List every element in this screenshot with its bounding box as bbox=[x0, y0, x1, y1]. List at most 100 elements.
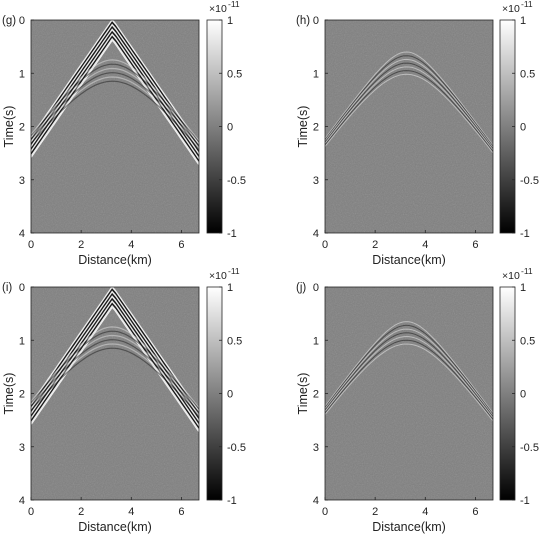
colorbar-tick-label: 1 bbox=[520, 282, 526, 294]
reflection-event bbox=[31, 330, 199, 410]
colorbar-exponent-label: ×10 bbox=[209, 3, 227, 15]
colorbar-tick-label: 0.5 bbox=[227, 68, 242, 80]
y-tick-label: 4 bbox=[19, 495, 25, 507]
panel-label: (i) bbox=[2, 282, 12, 294]
wave-event bbox=[325, 66, 493, 151]
panel-label: (g) bbox=[2, 15, 16, 27]
x-tick-label: 6 bbox=[472, 506, 478, 518]
colorbar-tick-label: -0.5 bbox=[520, 442, 539, 454]
reflection-event bbox=[31, 326, 199, 409]
y-axis-label: Time(s) bbox=[2, 106, 16, 148]
x-tick-label: 2 bbox=[372, 506, 378, 518]
colorbar-tick-label: -1 bbox=[227, 228, 237, 240]
reflection-event bbox=[31, 67, 199, 145]
colorbar-tick-label: 0.5 bbox=[520, 335, 535, 347]
reflection-event bbox=[31, 334, 199, 412]
x-tick-label: 2 bbox=[78, 239, 84, 251]
colorbar-tick-label: 0 bbox=[520, 122, 526, 134]
y-tick-label: 0 bbox=[313, 282, 319, 294]
colorbar-exponent: -11 bbox=[228, 0, 240, 9]
wave-event bbox=[31, 37, 199, 165]
x-axis-label: Distance(km) bbox=[372, 520, 446, 534]
y-tick-label: 3 bbox=[313, 442, 319, 454]
plot-area bbox=[31, 287, 199, 500]
wave-event bbox=[325, 55, 493, 147]
y-tick-label: 3 bbox=[313, 175, 319, 187]
colorbar-exponent: -11 bbox=[228, 266, 240, 276]
colorbar-tick-label: 1 bbox=[520, 15, 526, 27]
reflection-event bbox=[31, 59, 199, 142]
x-tick-label: 6 bbox=[178, 239, 184, 251]
wave-event bbox=[325, 62, 493, 150]
y-tick-label: 0 bbox=[19, 282, 25, 294]
colorbar-tick-label: 0 bbox=[520, 389, 526, 401]
colorbar-tick-label: 0 bbox=[227, 389, 233, 401]
plot-area bbox=[325, 287, 493, 500]
y-tick-label: 4 bbox=[19, 228, 25, 240]
colorbar-exponent: -11 bbox=[521, 0, 533, 9]
colorbar-tick-label: 0.5 bbox=[227, 335, 242, 347]
colorbar-tick-label: -0.5 bbox=[227, 442, 246, 454]
colorbar-tick-label: -1 bbox=[520, 495, 530, 507]
reflection-event bbox=[31, 80, 199, 150]
y-tick-label: 1 bbox=[19, 335, 25, 347]
x-tick-label: 0 bbox=[322, 506, 328, 518]
x-tick-label: 0 bbox=[28, 506, 34, 518]
x-tick-label: 4 bbox=[422, 239, 428, 251]
x-tick-label: 2 bbox=[372, 239, 378, 251]
y-tick-label: 0 bbox=[19, 15, 25, 27]
y-tick-label: 2 bbox=[313, 389, 319, 401]
y-tick-label: 3 bbox=[19, 175, 25, 187]
colorbar-tick-label: 0 bbox=[227, 122, 233, 134]
wave-event bbox=[325, 335, 493, 419]
wave-event bbox=[325, 343, 493, 422]
colorbar-tick-label: 0.5 bbox=[520, 68, 535, 80]
reflection-event bbox=[31, 63, 199, 143]
y-axis-label: Time(s) bbox=[296, 373, 310, 415]
x-axis-label: Distance(km) bbox=[78, 520, 152, 534]
panel-label: (j) bbox=[296, 282, 306, 294]
reflection-event bbox=[31, 339, 199, 413]
y-tick-label: 4 bbox=[313, 495, 319, 507]
wave-event bbox=[325, 328, 493, 416]
colorbar-tick-label: -1 bbox=[227, 495, 237, 507]
wave-event bbox=[325, 339, 493, 420]
reflection-event bbox=[31, 347, 199, 417]
x-tick-label: 4 bbox=[422, 506, 428, 518]
wave-event bbox=[31, 304, 199, 432]
y-tick-label: 4 bbox=[313, 228, 319, 240]
y-axis-label: Time(s) bbox=[2, 373, 16, 415]
y-tick-label: 0 bbox=[313, 15, 319, 27]
wave-event bbox=[325, 70, 493, 152]
x-tick-label: 4 bbox=[128, 506, 134, 518]
noise-texture bbox=[31, 287, 199, 500]
y-axis-label: Time(s) bbox=[296, 106, 310, 148]
wave-event bbox=[325, 324, 493, 415]
noise-texture bbox=[31, 20, 199, 233]
colorbar-tick-label: -0.5 bbox=[520, 175, 539, 187]
colorbar-exponent-label: ×10 bbox=[502, 270, 520, 282]
y-tick-label: 2 bbox=[19, 389, 25, 401]
y-tick-label: 3 bbox=[19, 442, 25, 454]
y-tick-label: 1 bbox=[313, 335, 319, 347]
colorbar-tick-label: 1 bbox=[227, 15, 233, 27]
wave-event bbox=[325, 321, 493, 414]
reflection-event bbox=[31, 343, 199, 415]
wave-event bbox=[325, 73, 493, 154]
x-tick-label: 2 bbox=[78, 506, 84, 518]
y-tick-label: 1 bbox=[19, 68, 25, 80]
x-tick-label: 4 bbox=[128, 239, 134, 251]
plot-area bbox=[325, 20, 493, 233]
colorbar-exponent-label: ×10 bbox=[209, 270, 227, 282]
reflection-event bbox=[31, 76, 199, 148]
x-tick-label: 6 bbox=[472, 239, 478, 251]
wave-event bbox=[325, 51, 493, 146]
reflection-event bbox=[31, 72, 199, 146]
wave-event bbox=[325, 332, 493, 417]
x-axis-label: Distance(km) bbox=[78, 253, 152, 267]
